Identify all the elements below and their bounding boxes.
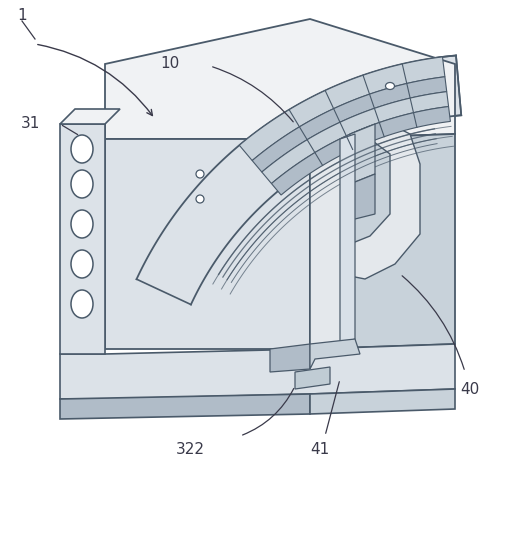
- Ellipse shape: [196, 195, 204, 203]
- Polygon shape: [136, 55, 461, 305]
- Polygon shape: [310, 134, 455, 349]
- Text: 322: 322: [176, 442, 205, 456]
- Ellipse shape: [71, 250, 93, 278]
- Polygon shape: [350, 174, 375, 219]
- Polygon shape: [310, 339, 360, 369]
- Polygon shape: [60, 109, 120, 124]
- Ellipse shape: [196, 170, 204, 178]
- Text: 40: 40: [460, 382, 480, 397]
- Polygon shape: [105, 139, 310, 349]
- Polygon shape: [310, 124, 350, 349]
- Text: 1: 1: [17, 8, 27, 23]
- Ellipse shape: [71, 170, 93, 198]
- Polygon shape: [60, 124, 105, 354]
- Ellipse shape: [71, 135, 93, 163]
- Polygon shape: [350, 119, 420, 279]
- Polygon shape: [295, 367, 330, 389]
- Polygon shape: [350, 124, 375, 184]
- Polygon shape: [60, 344, 455, 399]
- Polygon shape: [340, 134, 355, 344]
- Polygon shape: [262, 91, 449, 183]
- Polygon shape: [252, 77, 446, 172]
- Polygon shape: [270, 344, 310, 372]
- Ellipse shape: [71, 210, 93, 238]
- Ellipse shape: [386, 83, 395, 90]
- Polygon shape: [310, 389, 455, 414]
- Text: 41: 41: [311, 442, 330, 456]
- Text: 10: 10: [160, 57, 180, 71]
- Ellipse shape: [71, 290, 93, 318]
- Polygon shape: [239, 57, 445, 161]
- Polygon shape: [105, 19, 455, 139]
- Polygon shape: [60, 394, 310, 419]
- Text: 31: 31: [20, 116, 40, 131]
- Polygon shape: [271, 106, 450, 195]
